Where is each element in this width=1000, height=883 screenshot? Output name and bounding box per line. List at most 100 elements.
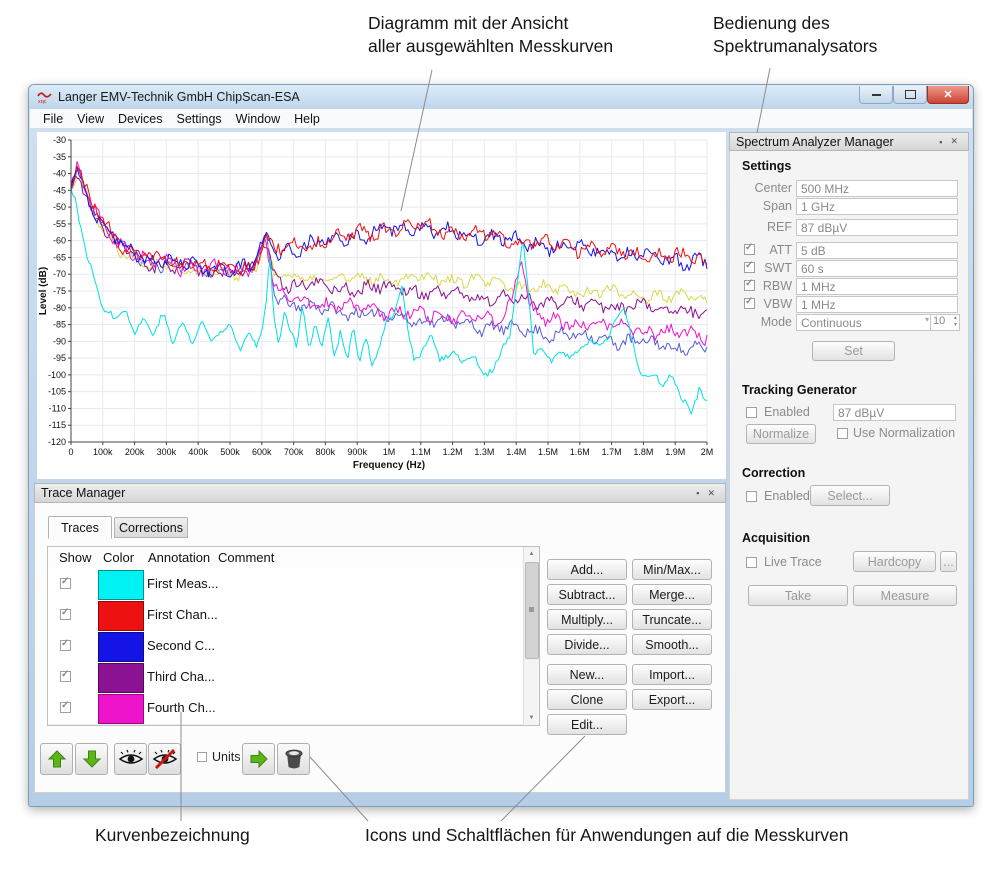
show-checkbox[interactable]: [60, 638, 71, 651]
color-swatch[interactable]: [98, 570, 144, 600]
menu-devices[interactable]: Devices: [118, 111, 163, 126]
mode-combobox[interactable]: Continuous ▾: [796, 314, 932, 331]
use-normalization-label: Use Normalization: [853, 426, 956, 440]
column-show[interactable]: Show: [59, 550, 92, 565]
truncate-button[interactable]: Truncate...: [632, 609, 712, 630]
column-color[interactable]: Color: [103, 550, 135, 565]
column-comment[interactable]: Comment: [218, 550, 275, 565]
show-checkbox[interactable]: [60, 700, 71, 713]
window-titlebar[interactable]: xqc Langer EMV-Technik GmbH ChipScan-ESA…: [29, 85, 973, 109]
use-normalization-checkbox[interactable]: [837, 428, 848, 439]
vbw-checkbox[interactable]: [744, 296, 755, 309]
table-row[interactable]: First Meas...: [48, 569, 524, 601]
table-row[interactable]: First Chan...: [48, 600, 524, 632]
center-input[interactable]: 500 MHz: [796, 180, 958, 197]
tab-traces[interactable]: Traces: [48, 516, 112, 539]
spectrum-panel-header[interactable]: Spectrum Analyzer Manager ▪ ✕: [729, 132, 969, 151]
panel-close-icon[interactable]: ✕: [950, 136, 958, 146]
rbw-checkbox[interactable]: [744, 278, 755, 291]
live-trace-checkbox[interactable]: [746, 557, 757, 568]
menu-window[interactable]: Window: [235, 111, 281, 126]
import-button[interactable]: Import...: [632, 664, 712, 685]
column-annotation[interactable]: Annotation: [148, 550, 211, 565]
new-button[interactable]: New...: [547, 664, 627, 685]
table-row[interactable]: Third Cha...: [48, 662, 524, 694]
swt-input[interactable]: 60 s: [796, 260, 958, 277]
hardcopy-more-button[interactable]: ...: [940, 551, 957, 572]
rbw-input[interactable]: 1 MHz: [796, 278, 958, 295]
swt-checkbox[interactable]: [744, 260, 755, 273]
apply-button[interactable]: [242, 743, 275, 775]
show-trace-button[interactable]: [114, 743, 147, 775]
span-input[interactable]: 1 GHz: [796, 198, 958, 215]
smooth-button[interactable]: Smooth...: [632, 634, 712, 655]
menu-view[interactable]: View: [77, 111, 105, 126]
color-swatch[interactable]: [98, 663, 144, 693]
maximize-button[interactable]: [893, 86, 927, 104]
tab-corrections[interactable]: Corrections: [114, 517, 188, 538]
tracking-enabled-checkbox[interactable]: [746, 407, 757, 418]
minmax-button[interactable]: Min/Max...: [632, 559, 712, 580]
move-down-button[interactable]: [75, 743, 108, 775]
correction-enabled-checkbox[interactable]: [746, 491, 757, 502]
color-swatch[interactable]: [98, 632, 144, 662]
trace-annotation[interactable]: First Chan...: [147, 607, 218, 622]
add-button[interactable]: Add...: [547, 559, 627, 580]
subtract-button[interactable]: Subtract...: [547, 584, 627, 605]
pin-icon[interactable]: ▪: [696, 488, 700, 498]
color-swatch[interactable]: [98, 694, 144, 724]
panel-close-icon[interactable]: ✕: [707, 487, 715, 498]
callout-diagram: Diagramm mit der Ansicht aller ausgewähl…: [368, 12, 613, 58]
mode-count-spinner[interactable]: 10 ▲ ▼: [930, 314, 960, 331]
color-swatch[interactable]: [98, 601, 144, 631]
table-row[interactable]: Second C...: [48, 631, 524, 663]
svg-text:-110: -110: [49, 403, 66, 413]
svg-text:-45: -45: [53, 185, 66, 195]
att-checkbox[interactable]: [744, 242, 755, 255]
center-field-row: Center 500 MHz: [730, 180, 968, 198]
units-checkbox[interactable]: [197, 752, 207, 762]
tracking-level-input[interactable]: 87 dBµV: [833, 404, 956, 421]
multiply-button[interactable]: Multiply...: [547, 609, 627, 630]
move-up-button[interactable]: [40, 743, 73, 775]
vbw-input[interactable]: 1 MHz: [796, 296, 958, 313]
show-checkbox[interactable]: [60, 576, 71, 589]
trace-annotation[interactable]: Third Cha...: [147, 669, 215, 684]
show-checkbox[interactable]: [60, 607, 71, 620]
menu-help[interactable]: Help: [294, 111, 320, 126]
table-scrollbar[interactable]: ▲ ▼: [523, 547, 539, 725]
att-input[interactable]: 5 dB: [796, 242, 958, 259]
menu-settings[interactable]: Settings: [176, 111, 222, 126]
menu-file[interactable]: File: [43, 111, 64, 126]
trace-annotation[interactable]: Fourth Ch...: [147, 700, 216, 715]
delete-trace-button[interactable]: [277, 743, 310, 775]
take-button[interactable]: Take: [748, 585, 848, 606]
units-label: Units: [212, 750, 241, 764]
svg-text:-95: -95: [53, 353, 66, 363]
window-title: Langer EMV-Technik GmbH ChipScan-ESA: [58, 90, 300, 104]
export-button[interactable]: Export...: [632, 689, 712, 710]
trace-annotation[interactable]: Second C...: [147, 638, 215, 653]
ref-input[interactable]: 87 dBµV: [796, 219, 958, 236]
trace-manager-header[interactable]: Trace Manager ▪ ✕: [34, 483, 726, 503]
correction-select-button[interactable]: Select...: [810, 485, 890, 506]
table-row[interactable]: Fourth Ch...: [48, 693, 524, 725]
clone-button[interactable]: Clone: [547, 689, 627, 710]
merge-button[interactable]: Merge...: [632, 584, 712, 605]
scrollbar-thumb[interactable]: [525, 562, 539, 659]
set-button[interactable]: Set: [812, 341, 895, 361]
hide-trace-button[interactable]: [148, 743, 181, 775]
minimize-button[interactable]: [859, 86, 893, 104]
scroll-down-icon[interactable]: ▼: [528, 715, 535, 721]
trace-annotation[interactable]: First Meas...: [147, 576, 219, 591]
scroll-up-icon[interactable]: ▲: [528, 551, 535, 557]
show-checkbox[interactable]: [60, 669, 71, 682]
normalize-button[interactable]: Normalize: [746, 424, 816, 444]
edit-button[interactable]: Edit...: [547, 714, 627, 735]
hardcopy-button[interactable]: Hardcopy: [853, 551, 936, 572]
measure-button[interactable]: Measure: [853, 585, 957, 606]
close-button[interactable]: ✕: [927, 86, 969, 104]
pin-icon[interactable]: ▪: [939, 136, 943, 147]
svg-text:-85: -85: [53, 320, 66, 330]
divide-button[interactable]: Divide...: [547, 634, 627, 655]
